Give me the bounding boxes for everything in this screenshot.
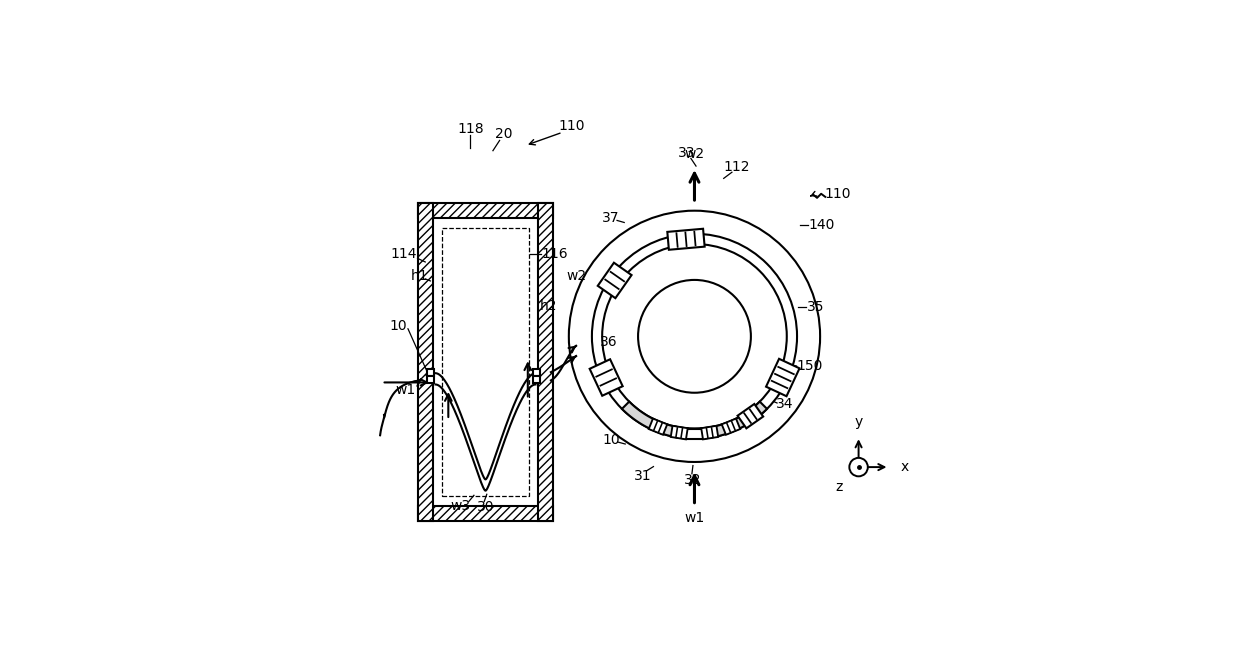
Circle shape: [849, 458, 868, 476]
Bar: [533, 376, 541, 383]
Text: w3: w3: [450, 499, 470, 513]
Text: w2: w2: [567, 269, 587, 283]
Text: z: z: [836, 480, 843, 494]
Bar: [443, 228, 528, 496]
Bar: [427, 370, 434, 376]
Text: 36: 36: [600, 336, 618, 350]
Polygon shape: [766, 359, 800, 396]
Bar: [418, 203, 433, 521]
Circle shape: [569, 210, 820, 462]
Circle shape: [591, 234, 797, 439]
Text: 34: 34: [775, 397, 792, 411]
Bar: [418, 505, 553, 521]
Polygon shape: [738, 404, 763, 428]
Bar: [418, 203, 553, 218]
Text: y: y: [854, 415, 863, 429]
Text: h2: h2: [539, 298, 557, 312]
Text: 118: 118: [458, 122, 484, 136]
Text: 110: 110: [825, 186, 852, 200]
Polygon shape: [702, 426, 718, 440]
Text: 33: 33: [678, 146, 696, 160]
Text: x: x: [900, 460, 909, 474]
Text: 10: 10: [389, 319, 408, 333]
Polygon shape: [722, 418, 740, 435]
Polygon shape: [590, 359, 622, 396]
Text: 20: 20: [496, 127, 513, 141]
Text: 30: 30: [477, 500, 495, 513]
Text: 112: 112: [724, 160, 750, 174]
Bar: [538, 203, 553, 521]
Text: 35: 35: [807, 300, 825, 314]
Text: h1: h1: [410, 269, 428, 283]
Polygon shape: [667, 228, 704, 250]
Text: 32: 32: [684, 473, 702, 487]
Text: 31: 31: [635, 469, 652, 483]
Polygon shape: [622, 402, 768, 439]
Polygon shape: [649, 418, 667, 435]
Text: 10: 10: [603, 433, 620, 447]
Bar: [533, 370, 541, 376]
Text: w1: w1: [396, 383, 415, 397]
Bar: [686, 429, 704, 439]
Text: 116: 116: [541, 247, 568, 261]
Polygon shape: [671, 426, 688, 440]
Bar: [427, 376, 434, 383]
Text: 150: 150: [796, 359, 823, 373]
Text: 37: 37: [603, 211, 620, 225]
Circle shape: [639, 280, 751, 393]
Text: w2: w2: [684, 147, 704, 161]
Text: w1: w1: [684, 511, 704, 525]
Text: 114: 114: [391, 247, 417, 261]
Polygon shape: [598, 262, 631, 298]
Text: 140: 140: [808, 218, 835, 232]
Circle shape: [603, 244, 787, 429]
Text: 110: 110: [558, 119, 584, 133]
